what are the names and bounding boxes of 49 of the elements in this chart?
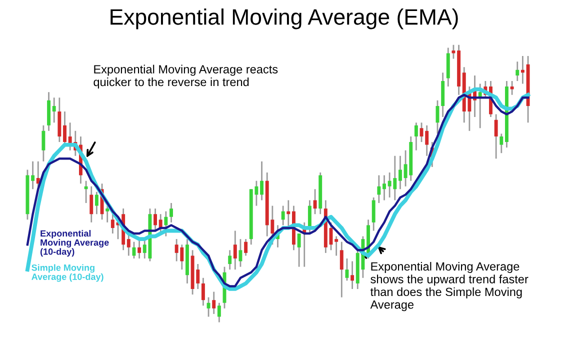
candlestick: [345, 258, 349, 282]
candlestick: [110, 213, 114, 234]
candlestick: [340, 241, 344, 298]
candlestick: [286, 200, 290, 229]
candlestick: [90, 186, 94, 224]
candlestick: [212, 291, 216, 315]
candlestick: [494, 114, 498, 160]
candlestick: [350, 260, 354, 290]
candlestick: [138, 238, 142, 260]
candlestick: [372, 196, 376, 232]
candlestick: [158, 213, 162, 234]
candlestick: [94, 191, 98, 215]
annotation: Exponential Moving Average reacts quicker to the reverse in trend: [94, 64, 278, 89]
candlestick: [297, 232, 301, 268]
candlestick: [106, 205, 110, 224]
candlestick: [42, 124, 46, 162]
candlestick: [500, 132, 504, 154]
annotation: Exponential Moving Average shows the upward trend faster than does the Simple Moving Average: [370, 262, 528, 312]
candlestick: [132, 241, 136, 260]
candlestick: [233, 230, 237, 270]
candlestick: [170, 202, 173, 224]
candlestick: [31, 160, 35, 190]
candlestick: [228, 249, 232, 270]
candlestick: [313, 188, 317, 215]
candlestick: [516, 60, 520, 82]
candlestick: [52, 96, 56, 124]
candlestick: [126, 232, 130, 256]
candlestick: [334, 236, 338, 256]
candlestick: [206, 296, 210, 318]
candlestick: [63, 110, 66, 146]
candlestick: [398, 155, 402, 190]
candlestick: [244, 238, 248, 256]
series-label: Simple Moving Average (10-day): [32, 264, 104, 282]
candlestick: [452, 44, 456, 60]
candlestick: [281, 205, 285, 226]
candlestick: [382, 174, 386, 201]
candlestick: [377, 174, 381, 204]
candlestick: [510, 80, 514, 96]
candlestick: [520, 55, 524, 84]
series-label: Exponential Moving Average (10-day): [40, 230, 109, 257]
candlestick: [260, 160, 264, 201]
candlestick: [84, 180, 88, 204]
candlestick: [308, 200, 312, 234]
candlestick: [238, 238, 242, 268]
candlestick: [154, 208, 158, 232]
candlestick: [217, 302, 221, 323]
candlestick: [201, 277, 205, 306]
chart-title: Exponential Moving Average (EMA): [110, 8, 458, 30]
candlestick: [414, 122, 418, 152]
